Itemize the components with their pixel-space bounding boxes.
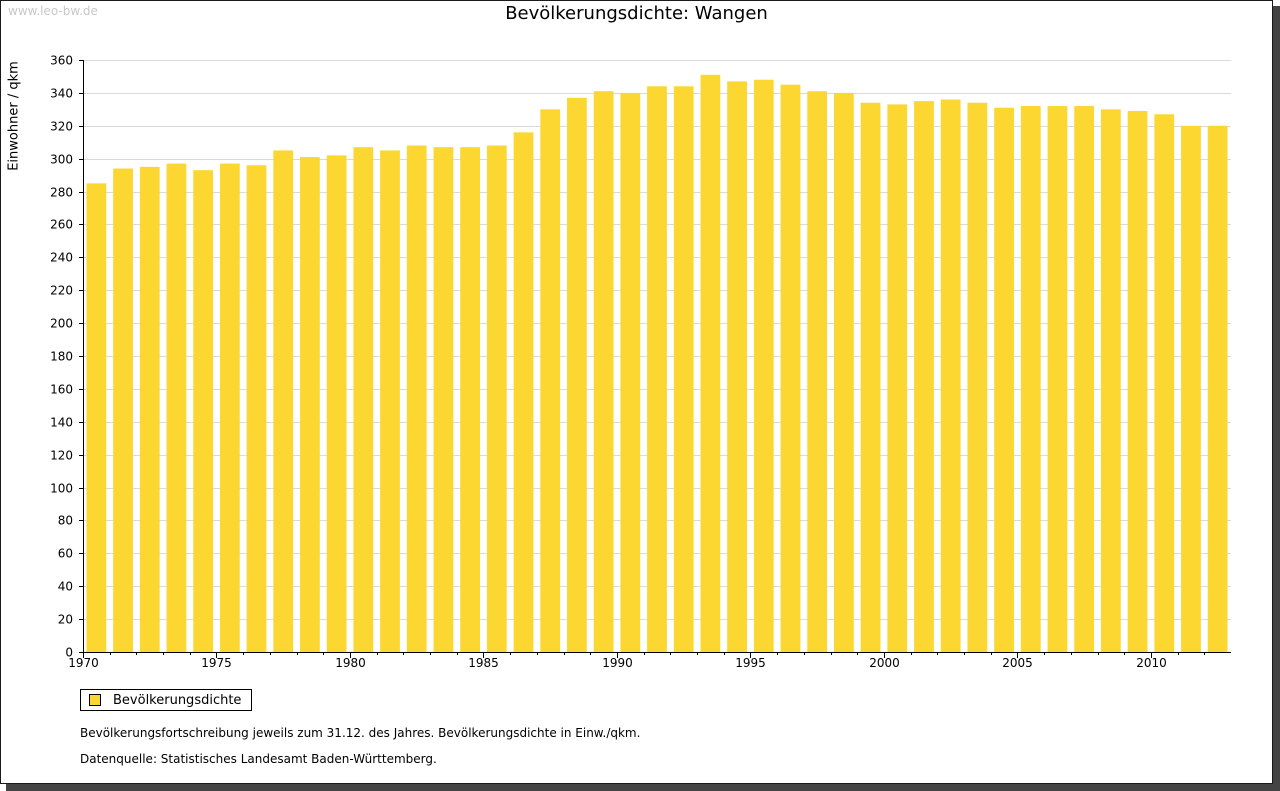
- y-tick-label: 280: [50, 186, 73, 200]
- bar: [113, 168, 133, 652]
- bar: [513, 132, 534, 653]
- bar: [460, 147, 480, 652]
- bar: [166, 163, 187, 652]
- bar: [219, 163, 240, 652]
- bar: [620, 92, 641, 652]
- bar: [1047, 106, 1068, 653]
- bar: [1074, 106, 1095, 653]
- x-tick-label: 1985: [468, 656, 499, 670]
- y-tick-label: 340: [50, 87, 73, 101]
- y-tick-label: 260: [50, 218, 73, 232]
- y-tick-label: 240: [50, 251, 73, 265]
- bar: [940, 99, 961, 653]
- bars: [86, 74, 1228, 653]
- frame-shadow-bottom: [6, 784, 1280, 791]
- bar: [860, 102, 881, 652]
- legend-label: Bevölkerungsdichte: [113, 692, 242, 708]
- y-tick-label: 120: [50, 449, 73, 463]
- x-tick-label: 2000: [869, 656, 900, 670]
- bar: [994, 107, 1014, 652]
- y-tick-label: 140: [50, 416, 73, 430]
- bar: [567, 97, 587, 652]
- bar: [1100, 109, 1121, 652]
- bar: [914, 101, 934, 653]
- y-tick-label: 320: [50, 120, 73, 134]
- bar-chart: 0 20 40 60 80 100 120 140 160 180 200 220 240 260 280 3…: [50, 54, 1231, 670]
- x-axis-ticks: 1970 1975 1980 1985 1990 1995 2000 2005 2010: [68, 652, 1205, 670]
- chart-title: Bevölkerungsdichte: Wangen: [505, 3, 768, 24]
- footnote-method: Bevölkerungsfortschreibung jeweils zum 3…: [80, 726, 641, 740]
- x-tick-label: 1970: [68, 656, 99, 670]
- bar: [780, 84, 801, 653]
- x-tick-label: 2010: [1136, 656, 1167, 670]
- bar: [246, 165, 267, 653]
- bar: [193, 170, 214, 652]
- y-tick-label: 180: [50, 350, 73, 364]
- bar: [486, 145, 507, 652]
- bar: [540, 109, 561, 652]
- bar: [700, 74, 721, 653]
- bar: [593, 91, 614, 653]
- x-tick-label: 1980: [335, 656, 366, 670]
- bar: [326, 155, 347, 652]
- bar: [1020, 106, 1041, 653]
- bar: [353, 147, 374, 652]
- watermark: www.leo-bw.de: [8, 4, 98, 18]
- y-tick-label: 300: [50, 153, 73, 167]
- y-tick-label: 80: [58, 514, 73, 528]
- y-tick-label: 220: [50, 284, 73, 298]
- legend: Bevölkerungsdichte: [80, 689, 252, 711]
- y-axis-ticks: 0 20 40 60 80 100 120 140 160 180 200 220 240 260 280 3…: [50, 54, 83, 660]
- bar: [1181, 125, 1201, 652]
- bar: [727, 81, 747, 652]
- x-tick-label: 1995: [735, 656, 766, 670]
- y-tick-label: 200: [50, 317, 73, 331]
- footnote-source: Datenquelle: Statistisches Landesamt Bad…: [80, 752, 437, 766]
- x-tick-label: 1975: [201, 656, 232, 670]
- y-tick-label: 0: [65, 646, 73, 660]
- y-tick-label: 20: [58, 613, 73, 627]
- bar: [433, 147, 454, 652]
- bar: [967, 102, 988, 652]
- bar: [647, 86, 667, 652]
- y-tick-label: 360: [50, 54, 73, 68]
- y-tick-label: 40: [58, 580, 73, 594]
- bar: [807, 91, 828, 653]
- bar: [406, 145, 427, 652]
- bar: [1207, 125, 1228, 652]
- y-tick-label: 100: [50, 482, 73, 496]
- bar: [86, 183, 107, 652]
- bar: [887, 104, 908, 652]
- bar: [1127, 110, 1148, 653]
- bar: [300, 157, 320, 652]
- bar: [834, 92, 854, 652]
- bar: [139, 166, 160, 652]
- bar: [273, 150, 294, 652]
- x-tick-label: 2005: [1002, 656, 1033, 670]
- frame-shadow-right: [1273, 6, 1280, 791]
- y-tick-label: 60: [58, 547, 73, 561]
- y-tick-label: 160: [50, 383, 73, 397]
- bar: [380, 150, 400, 652]
- x-tick-label: 1990: [602, 656, 633, 670]
- bar: [753, 79, 774, 653]
- bar: [1154, 114, 1175, 652]
- axes: [83, 60, 1231, 653]
- legend-swatch: [89, 694, 101, 706]
- bar: [673, 86, 694, 652]
